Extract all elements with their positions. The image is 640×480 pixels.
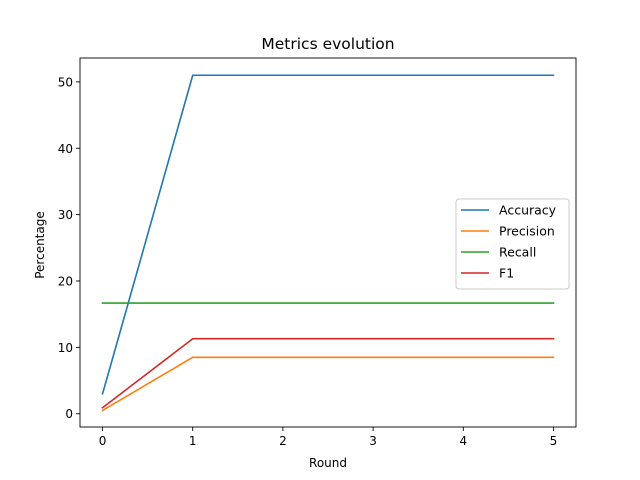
x-tick-label: 1	[189, 434, 197, 448]
legend-box	[455, 198, 570, 290]
legend-label-accuracy: Accuracy	[499, 203, 557, 218]
x-tick-label: 3	[369, 434, 377, 448]
x-tick-label: 4	[459, 434, 467, 448]
x-tick-label: 0	[99, 434, 107, 448]
axes-frame	[79, 57, 577, 428]
y-axis-label: Percentage	[33, 211, 47, 279]
series-line-precision	[101, 356, 555, 412]
legend-label-f1: F1	[499, 266, 514, 281]
x-tick-label: 2	[279, 434, 287, 448]
legend-label-recall: Recall	[499, 245, 536, 260]
y-tick-label: 30	[58, 208, 73, 222]
x-tick-label: 5	[550, 434, 558, 448]
x-axis-label: Round	[309, 456, 347, 470]
y-tick-label: 10	[58, 341, 73, 355]
legend: Accuracy Precision Recall F1	[455, 198, 570, 290]
series-line-accuracy	[101, 74, 555, 395]
y-tick-label: 20	[58, 274, 73, 288]
y-tick-label: 40	[58, 142, 73, 156]
y-tick-label: 50	[58, 75, 73, 89]
legend-label-precision: Precision	[499, 224, 555, 239]
series-line-f1	[101, 337, 555, 409]
y-tick-label: 0	[65, 407, 73, 421]
chart-title: Metrics evolution	[261, 35, 394, 53]
